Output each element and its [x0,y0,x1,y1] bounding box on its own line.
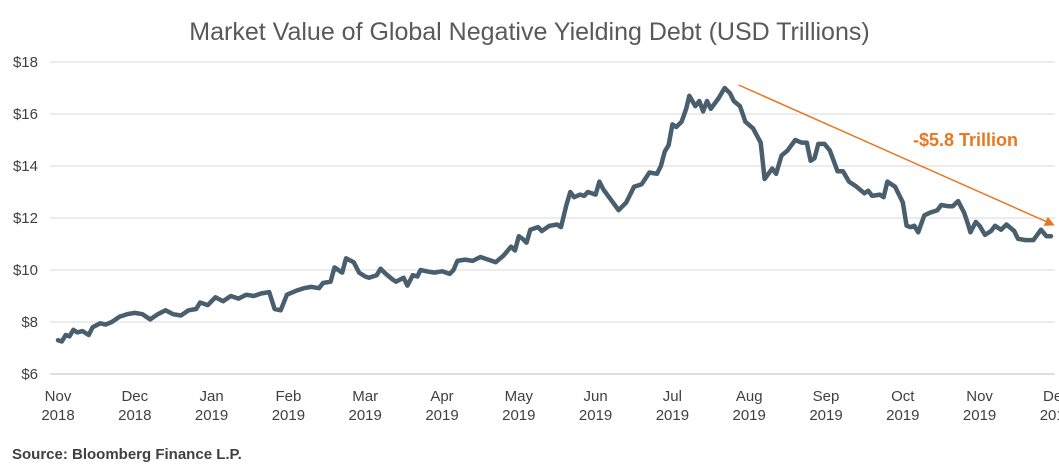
y-tick-label: $12 [13,210,38,227]
x-tick-label: 2019 [502,407,535,424]
x-tick-label: 2019 [579,407,612,424]
chart-title: Market Value of Global Negative Yielding… [189,18,870,46]
x-tick-label: Mar [352,388,378,405]
x-tick-label: May [505,388,534,405]
x-tick-label: Sep [813,388,840,405]
x-tick-label: 2018 [118,407,151,424]
x-tick-label: Nov [45,388,72,405]
y-tick-label: $10 [13,262,38,279]
y-tick-label: $16 [13,106,38,123]
y-tick-label: $6 [21,366,38,383]
source-note: Source: Bloomberg Finance L.P. [12,446,242,463]
x-tick-label: Oct [891,388,915,405]
x-tick-label: 2019 [886,407,919,424]
x-tick-label: 2019 [425,407,458,424]
x-tick-label: Jan [200,388,224,405]
x-tick-label: Jul [663,388,682,405]
x-tick-label: 2019 [656,407,689,424]
x-tick-label: Dec [1043,388,1059,405]
x-tick-label: 2019 [1040,407,1059,424]
y-axis: $6 $8 $10 $12 $14 $16 $18 [13,54,38,383]
x-tick-label: 2019 [349,407,382,424]
annotation-label: -$5.8 Trillion [913,130,1018,150]
gridlines [50,61,1055,375]
annotation-layer: -$5.8 Trillion [738,84,1055,226]
x-tick-label: Aug [736,388,763,405]
x-tick-label: Dec [121,388,148,405]
series-layer [55,85,1054,344]
x-tick-label: Apr [430,388,453,405]
x-tick-label: Jun [584,388,608,405]
x-tick-label: 2019 [809,407,842,424]
x-tick-label: 2018 [41,407,74,424]
x-tick-label: 2019 [963,407,996,424]
x-tick-label: 2019 [733,407,766,424]
y-tick-label: $8 [21,314,38,331]
x-tick-label: Feb [275,388,301,405]
trend-arrow [738,84,1055,226]
series-line [55,85,1054,344]
x-tick-label: 2019 [195,407,228,424]
x-tick-label: Nov [966,388,993,405]
x-axis: Nov 2018 Dec 2018 Jan 2019 Feb 2019 Mar 2019 Apr 20… [41,388,1059,424]
y-tick-label: $18 [13,54,38,71]
y-tick-label: $14 [13,158,38,175]
x-tick-label: 2019 [272,407,305,424]
